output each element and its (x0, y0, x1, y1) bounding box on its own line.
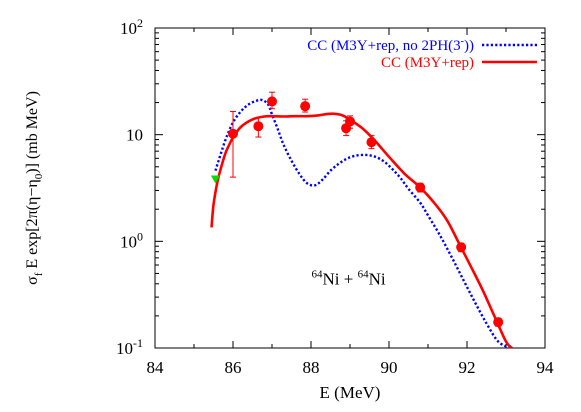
series-line-cc-no-2ph (214, 98, 511, 348)
y-tick-base: 10 (126, 126, 143, 145)
x-tick-label: 94 (537, 358, 555, 377)
y-axis-label-sub-0: 0 (33, 173, 45, 179)
y-tick-label: 102 (120, 16, 143, 38)
data-point (456, 242, 467, 253)
data-point (366, 137, 377, 148)
triangle-point (210, 175, 220, 184)
data-point (228, 128, 238, 139)
y-tick-base: 10 (120, 232, 137, 251)
y-tick-base: 10 (116, 339, 133, 358)
x-tick-label: 88 (303, 358, 320, 377)
x-axis-label: E (MeV) (320, 383, 381, 402)
legend-label-part: CC (M3Y+rep, no 2PH(3 (307, 38, 460, 54)
y-axis-label-sigma: σ (24, 276, 41, 285)
reaction-annotation: 64Ni + 64Ni (312, 268, 386, 288)
annotation-mass-1: 64 (312, 268, 324, 280)
legend-label-1: CC (M3Y+rep) (381, 55, 474, 71)
legend-label-0: CC (M3Y+rep, no 2PH(3-)) (307, 36, 474, 54)
x-tick-label: 92 (459, 358, 476, 377)
y-axis-label-body: E exp[2π(η−η (24, 179, 41, 272)
data-point (300, 101, 311, 112)
y-tick-exponent: 0 (137, 229, 143, 243)
y-axis-label-group: σf E exp[2π(η−η0)] (mb MeV) (24, 91, 45, 285)
data-point (345, 116, 355, 127)
legend-label-superscript: - (461, 36, 464, 47)
x-tick-label: 90 (381, 358, 398, 377)
data-point (493, 317, 504, 328)
y-tick-base: 10 (120, 19, 137, 38)
x-tick-label: 86 (225, 358, 242, 377)
curves-layer (210, 98, 513, 348)
y-axis-label-sub-f: f (33, 272, 45, 276)
x-tick-label: 84 (147, 358, 165, 377)
data-point (253, 121, 264, 132)
y-tick-exponent: 2 (137, 16, 143, 30)
data-point (267, 96, 277, 107)
y-tick-label: 10 (126, 126, 143, 145)
y-axis-label-tail: )] (mb MeV) (24, 91, 41, 174)
y-tick-label: 10-1 (116, 336, 143, 358)
legend-label-part: )) (464, 38, 474, 54)
series-line-cc-m3y-rep (210, 112, 513, 348)
y-tick-label: 100 (120, 229, 143, 251)
annotation-text-2: Ni (369, 269, 386, 288)
y-tick-exponent: -1 (133, 336, 143, 350)
annotation-mass-2: 64 (358, 268, 370, 280)
annotation-text-1: Ni + (323, 269, 358, 288)
data-point (415, 182, 426, 193)
legend-label-part: CC (M3Y+rep) (381, 55, 474, 71)
y-axis-label: σf E exp[2π(η−η0)] (mb MeV) (24, 91, 45, 285)
